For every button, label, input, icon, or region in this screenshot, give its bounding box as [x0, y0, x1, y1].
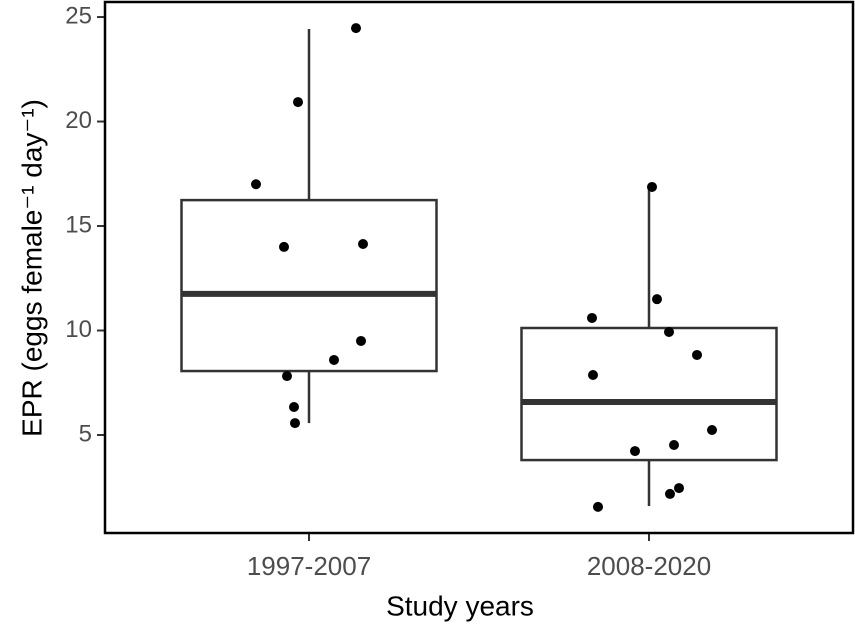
- point: [707, 424, 717, 435]
- x-tick-label: 2008-2020: [587, 551, 711, 581]
- y-tick-label: 20: [65, 107, 92, 134]
- point: [279, 241, 289, 252]
- box: [520, 326, 778, 462]
- point: [665, 488, 675, 499]
- point: [358, 238, 368, 249]
- point: [282, 371, 292, 382]
- y-tick-label: 15: [65, 211, 92, 238]
- point: [290, 418, 300, 429]
- point: [652, 294, 662, 305]
- x-axis-title: Study years: [386, 590, 534, 621]
- box: [180, 198, 438, 373]
- point: [630, 446, 640, 457]
- y-axis-title: EPR (eggs female⁻¹ day⁻¹): [16, 99, 47, 437]
- y-tick-label: 5: [79, 420, 92, 447]
- point: [593, 501, 603, 512]
- point: [674, 483, 684, 494]
- point: [351, 23, 361, 34]
- point: [289, 401, 299, 412]
- point: [356, 335, 366, 346]
- point: [669, 440, 679, 451]
- point: [587, 312, 597, 323]
- point: [647, 181, 657, 192]
- point: [329, 354, 339, 365]
- point: [692, 349, 702, 360]
- y-tick-label: 25: [65, 2, 92, 29]
- point: [293, 97, 303, 108]
- point: [588, 370, 598, 381]
- point: [251, 179, 261, 190]
- x-tick-label: 1997-2007: [247, 551, 371, 581]
- panel-border: [103, 0, 855, 535]
- point: [664, 326, 674, 337]
- y-tick-label: 10: [65, 316, 92, 343]
